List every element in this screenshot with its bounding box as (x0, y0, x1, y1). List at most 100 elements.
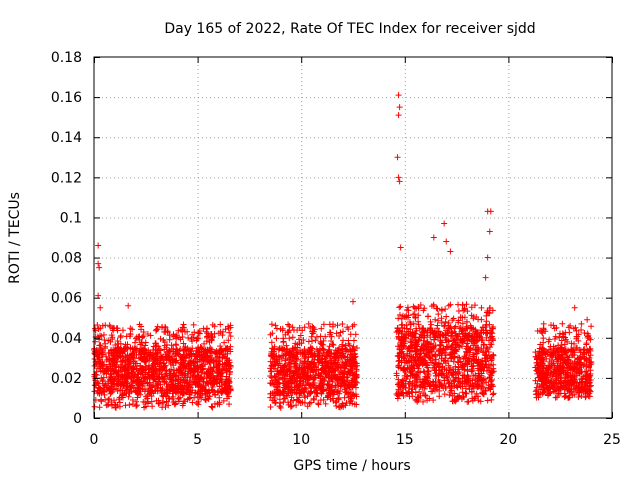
data-point (159, 374, 166, 381)
data-point (342, 359, 349, 366)
data-point (487, 208, 494, 215)
data-point (112, 401, 119, 408)
data-point (97, 304, 104, 311)
data-point (324, 361, 331, 368)
data-point (165, 402, 172, 409)
data-point (588, 323, 595, 330)
data-point (345, 340, 352, 347)
data-point (445, 302, 452, 309)
data-point (349, 377, 356, 384)
data-point (136, 376, 143, 383)
data-point (141, 404, 148, 411)
data-point (144, 379, 151, 386)
data-point (328, 386, 335, 393)
data-point (115, 376, 122, 383)
data-point (211, 375, 218, 382)
data-point (309, 353, 316, 360)
data-point (421, 369, 428, 376)
data-point (301, 388, 308, 395)
data-point (117, 340, 124, 347)
data-point (96, 404, 103, 411)
data-point (99, 377, 106, 384)
data-point (152, 346, 159, 353)
data-point (179, 383, 186, 390)
data-point (166, 332, 173, 339)
data-point (195, 398, 202, 405)
data-point (336, 333, 343, 340)
data-point (396, 104, 403, 111)
data-point (348, 364, 355, 371)
data-point (326, 357, 333, 364)
data-point (131, 372, 138, 379)
data-point (193, 364, 200, 371)
data-point (337, 404, 344, 411)
data-point (155, 343, 162, 350)
data-point (181, 390, 188, 397)
data-point (179, 333, 186, 340)
data-point (91, 403, 98, 410)
data-point (122, 344, 129, 351)
data-point (352, 331, 359, 338)
data-point (268, 362, 275, 369)
data-point (330, 350, 337, 357)
data-point (99, 350, 106, 357)
data-point (286, 327, 293, 334)
data-point (300, 337, 307, 344)
data-point (328, 337, 335, 344)
data-point (315, 400, 322, 407)
data-point (224, 391, 231, 398)
data-point (191, 394, 198, 401)
data-point (583, 340, 590, 347)
x-tick-label: 15 (396, 432, 414, 448)
data-point (289, 386, 296, 393)
y-tick-label: 0.18 (51, 50, 82, 66)
data-point (201, 340, 208, 347)
data-point (108, 371, 115, 378)
data-point (327, 359, 334, 366)
data-point (310, 376, 317, 383)
data-point (421, 385, 428, 392)
data-point (411, 304, 418, 311)
data-point (324, 381, 331, 388)
data-point (114, 327, 121, 334)
data-point (338, 403, 345, 410)
data-point (312, 337, 319, 344)
data-point (330, 372, 337, 379)
data-point (351, 381, 358, 388)
data-point (102, 382, 109, 389)
data-point (129, 369, 136, 376)
data-point (296, 340, 303, 347)
data-point (167, 375, 174, 382)
data-point (346, 400, 353, 407)
data-point (222, 326, 229, 333)
data-point (325, 390, 332, 397)
data-point (190, 334, 197, 341)
data-point (207, 374, 214, 381)
data-point (208, 403, 215, 410)
data-point (295, 397, 302, 404)
data-point (119, 358, 126, 365)
data-point (111, 370, 117, 377)
data-point (181, 377, 188, 384)
data-point (144, 395, 151, 402)
data-point (101, 336, 108, 343)
data-point (133, 403, 140, 410)
data-point (449, 317, 456, 324)
y-tick-labels: 0 0.02 0.04 0.06 0.08 0.1 0.12 0.14 0.16 0.18 (51, 50, 82, 427)
data-point (171, 356, 178, 363)
data-point (348, 395, 355, 402)
data-point (339, 320, 346, 327)
data-point (333, 330, 340, 337)
data-point (108, 399, 115, 406)
data-point (180, 376, 187, 383)
data-point (111, 352, 118, 359)
data-point (122, 390, 129, 397)
data-point (157, 335, 164, 342)
data-point (326, 343, 333, 350)
data-points (91, 92, 595, 411)
data-point (353, 344, 360, 351)
data-point (189, 399, 196, 406)
data-point (305, 320, 312, 327)
data-point (181, 371, 188, 378)
data-point (313, 393, 320, 400)
